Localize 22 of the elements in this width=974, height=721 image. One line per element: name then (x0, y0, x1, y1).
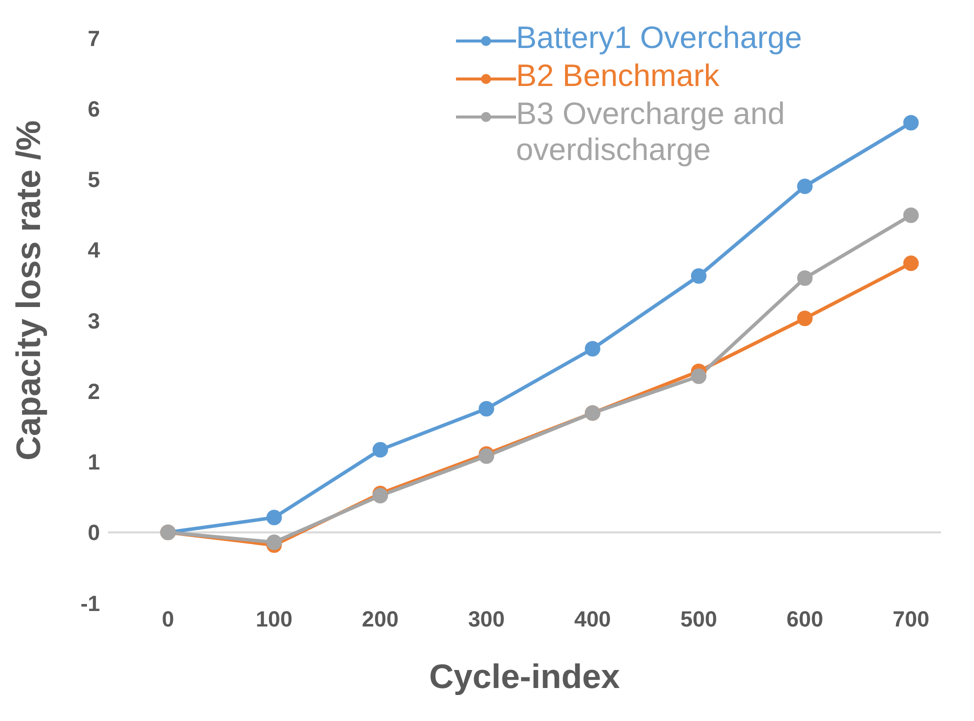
x-tick-label: 400 (574, 606, 611, 632)
legend-label: B3 Overcharge and overdischarge (516, 96, 786, 168)
y-tick-label: 4 (88, 238, 101, 263)
y-tick-label: 6 (88, 96, 100, 122)
x-tick-label: 600 (786, 606, 824, 632)
y-axis-title: Capacity loss rate /% (10, 120, 48, 460)
y-tick-label: -1 (80, 590, 100, 616)
y-tick-label: 5 (88, 167, 100, 192)
y-tick-label: 0 (88, 520, 100, 546)
x-tick-label: 200 (362, 606, 399, 632)
x-tick-label: 0 (162, 606, 174, 632)
x-tick-label: 700 (892, 606, 930, 632)
x-tick-label: 100 (256, 606, 292, 632)
legend-label: B2 Benchmark (516, 58, 720, 94)
y-tick-label: 2 (88, 378, 100, 404)
y-tick-label: 1 (88, 450, 100, 475)
legend-label: Battery1 Overcharge (516, 20, 802, 56)
y-tick-label: 3 (88, 308, 100, 334)
x-tick-label: 500 (680, 606, 718, 632)
y-tick-label: 7 (88, 26, 100, 51)
x-tick-label: 300 (468, 606, 505, 632)
x-axis-title: Cycle-index (429, 658, 620, 696)
